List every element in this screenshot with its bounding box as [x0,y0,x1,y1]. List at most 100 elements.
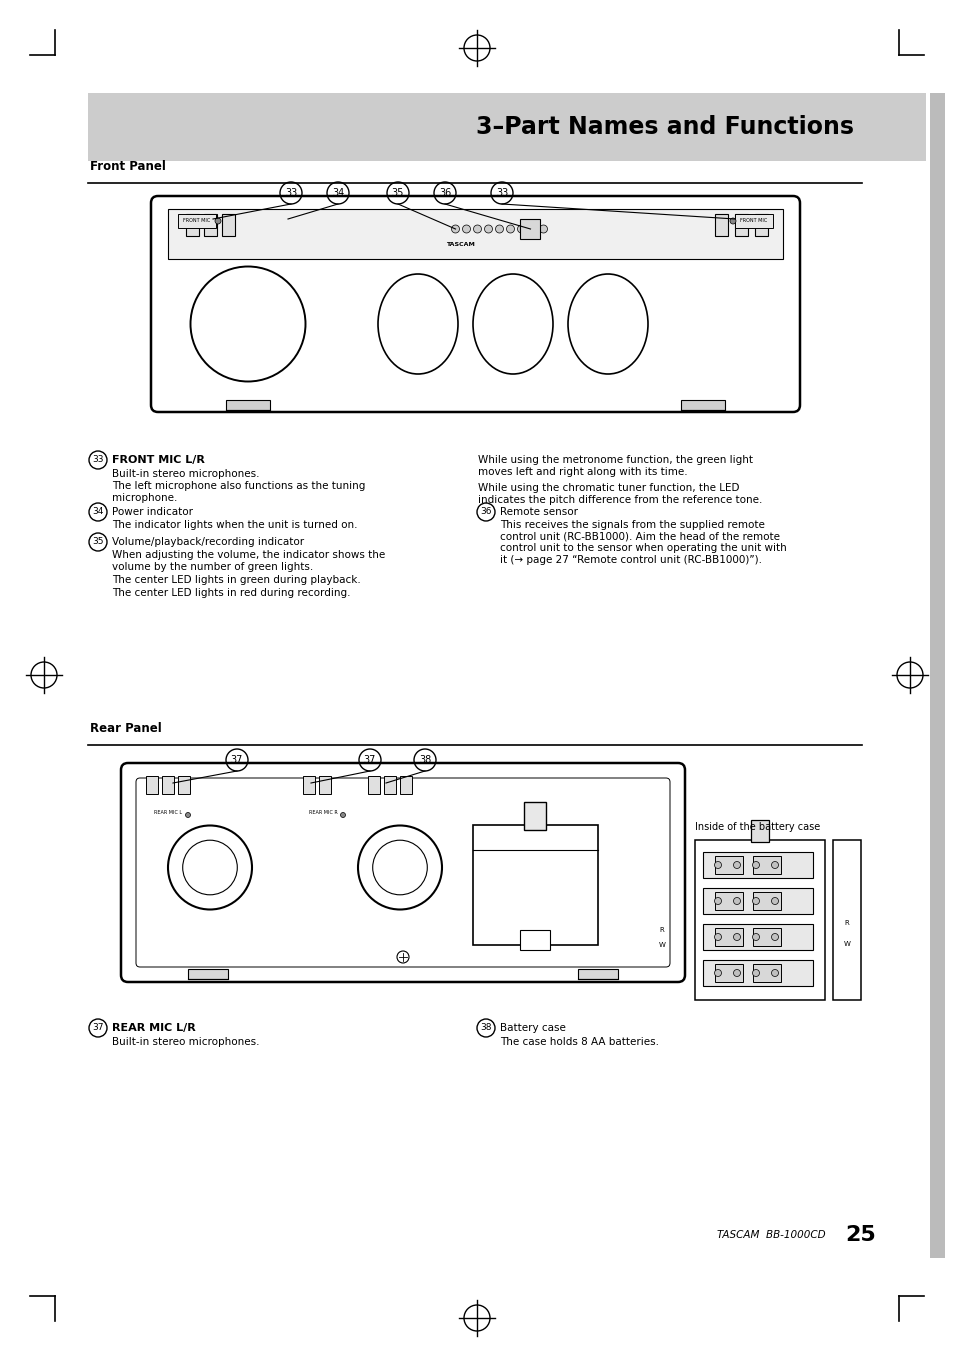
Bar [714,857,742,874]
Text: REAR MIC L: REAR MIC L [153,811,182,815]
Bar [186,213,199,236]
Circle shape [771,934,778,940]
Circle shape [771,970,778,977]
Bar [368,775,379,794]
Circle shape [733,934,740,940]
Bar [204,213,216,236]
Text: Built-in stereo microphones.: Built-in stereo microphones. [112,1038,259,1047]
Bar [702,852,812,878]
Text: REAR MIC R: REAR MIC R [309,811,337,815]
Bar [702,924,812,950]
Text: This receives the signals from the supplied remote
control unit (RC-BB1000). Aim: This receives the signals from the suppl… [499,520,786,565]
Bar [473,825,598,944]
Text: Front Panel: Front Panel [90,159,166,173]
Bar [750,820,768,842]
Circle shape [451,226,459,232]
Text: 34: 34 [92,508,104,516]
Bar [714,928,742,946]
Text: REAR MIC L/R: REAR MIC L/R [112,1023,195,1034]
Text: The center LED lights in red during recording.: The center LED lights in red during reco… [112,588,350,598]
Circle shape [495,226,503,232]
Text: 37: 37 [92,1024,104,1032]
Text: Power indicator: Power indicator [112,507,193,517]
Bar [752,928,781,946]
Text: While using the metronome function, the green light
moves left and right along w: While using the metronome function, the … [477,455,752,477]
Bar [695,840,824,1000]
Circle shape [539,226,547,232]
Text: 33: 33 [285,188,296,199]
Text: 38: 38 [418,755,431,765]
Bar [162,775,173,794]
Circle shape [185,812,191,817]
Text: Volume/playback/recording indicator: Volume/playback/recording indicator [112,536,304,547]
Circle shape [340,812,345,817]
Text: 34: 34 [332,188,344,199]
Bar [734,213,772,228]
Bar [88,93,925,161]
Circle shape [771,862,778,869]
Bar [714,213,727,236]
Circle shape [714,934,720,940]
Bar [524,802,546,830]
Text: While using the chromatic tuner function, the LED
indicates the pitch difference: While using the chromatic tuner function… [477,484,761,505]
Text: When adjusting the volume, the indicator shows the
volume by the number of green: When adjusting the volume, the indicator… [112,550,385,571]
Bar [222,213,234,236]
Text: TASCAM  BB-1000CD: TASCAM BB-1000CD [717,1229,825,1240]
Bar [188,969,228,979]
Text: 37: 37 [363,755,375,765]
Circle shape [771,897,778,905]
Circle shape [714,970,720,977]
Text: 3–Part Names and Functions: 3–Part Names and Functions [476,115,853,139]
Bar [303,775,314,794]
Bar [399,775,412,794]
Text: 33: 33 [496,188,508,199]
Text: FRONT MIC L/R: FRONT MIC L/R [112,455,205,465]
Text: 38: 38 [479,1024,491,1032]
FancyBboxPatch shape [121,763,684,982]
Bar [146,775,158,794]
Text: The center LED lights in green during playback.: The center LED lights in green during pl… [112,576,360,585]
Bar [702,961,812,986]
Bar [520,219,540,239]
Text: W: W [842,942,849,947]
Circle shape [517,226,525,232]
Circle shape [752,970,759,977]
Text: FRONT MIC: FRONT MIC [740,219,767,223]
Bar [318,775,331,794]
Circle shape [752,897,759,905]
Bar [929,93,944,1258]
Bar [578,969,618,979]
Bar [520,929,550,950]
Text: 36: 36 [438,188,451,199]
Circle shape [484,226,492,232]
Text: The indicator lights when the unit is turned on.: The indicator lights when the unit is tu… [112,520,357,530]
Text: 35: 35 [92,538,104,547]
Circle shape [214,218,221,224]
Bar [752,892,781,911]
Circle shape [729,218,735,224]
Text: R: R [659,927,663,934]
Text: FRONT MIC: FRONT MIC [183,219,211,223]
Text: W: W [658,942,665,948]
Circle shape [733,897,740,905]
Circle shape [473,226,481,232]
Text: The left microphone also functions as the tuning
microphone.: The left microphone also functions as th… [112,481,365,503]
Text: 25: 25 [844,1225,875,1246]
Bar [832,840,861,1000]
Bar [754,213,767,236]
Bar [734,213,747,236]
Bar [178,775,190,794]
Bar [714,892,742,911]
Circle shape [714,897,720,905]
Bar [752,857,781,874]
Circle shape [506,226,514,232]
Text: R: R [843,920,848,927]
Text: The case holds 8 AA batteries.: The case holds 8 AA batteries. [499,1038,659,1047]
Text: 36: 36 [479,508,491,516]
Circle shape [733,970,740,977]
Text: 35: 35 [392,188,404,199]
Text: TASCAM: TASCAM [446,242,475,247]
Bar [384,775,395,794]
Bar [680,400,724,409]
Text: 33: 33 [92,455,104,465]
